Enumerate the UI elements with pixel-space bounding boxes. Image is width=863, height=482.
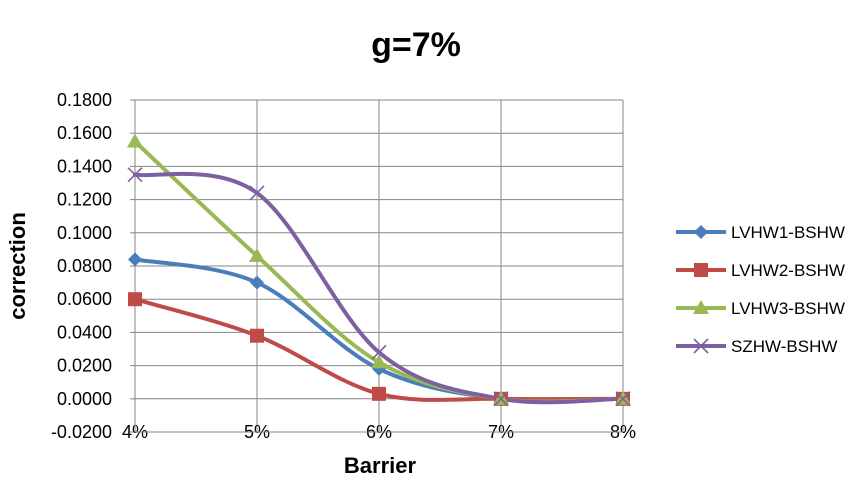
y-tick-label: 0.0800 xyxy=(57,256,112,276)
y-tick-label: 0.0200 xyxy=(57,356,112,376)
legend-marker xyxy=(693,338,709,354)
legend-marker xyxy=(694,263,708,277)
series-group xyxy=(127,133,631,407)
legend-item: LVHW2-BSHW xyxy=(676,261,845,280)
y-tick-label: 0.0600 xyxy=(57,289,112,309)
legend-label: LVHW3-BSHW xyxy=(731,299,845,318)
y-tick-label: 0.1600 xyxy=(57,123,112,143)
legend-item: LVHW3-BSHW xyxy=(676,299,845,318)
legend-label: LVHW1-BSHW xyxy=(731,223,845,242)
chart-title: g=7% xyxy=(371,26,461,64)
data-point xyxy=(615,391,631,407)
data-point xyxy=(493,391,509,407)
y-tick-label: 0.1800 xyxy=(57,90,112,110)
axes: 0.1800 0.1600 0.1400 0.1200 0.1000 0.0800 0.06… xyxy=(51,90,636,442)
data-point xyxy=(250,275,264,290)
data-point xyxy=(249,248,265,263)
y-axis-title: correction xyxy=(5,212,30,320)
data-point xyxy=(371,344,387,360)
legend-label: SZHW-BSHW xyxy=(731,337,837,356)
legend-item: LVHW1-BSHW xyxy=(676,223,845,242)
legend-marker xyxy=(693,300,709,314)
data-point xyxy=(371,354,387,369)
legend-item: SZHW-BSHW xyxy=(676,337,837,356)
legend-label: LVHW2-BSHW xyxy=(731,261,845,280)
y-tick-label: -0.0200 xyxy=(51,422,112,442)
data-point xyxy=(250,328,264,343)
data-point xyxy=(372,386,386,401)
data-point xyxy=(249,185,265,201)
data-point xyxy=(128,252,142,267)
data-point xyxy=(127,133,143,148)
grid xyxy=(134,99,624,433)
data-point xyxy=(127,167,143,183)
x-axis-title: Barrier xyxy=(344,453,417,477)
legend: LVHW1-BSHW LVHW2-BSHW LVHW3-BSHW SZHW-BSHW xyxy=(676,223,845,356)
y-tick-label: 0.1400 xyxy=(57,156,112,176)
legend-marker xyxy=(694,225,708,239)
y-tick-label: 0.0000 xyxy=(57,389,112,409)
y-tick-label: 0.1000 xyxy=(57,223,112,243)
y-tick-label: 0.0400 xyxy=(57,322,112,342)
data-point xyxy=(128,292,142,307)
y-tick-label: 0.1200 xyxy=(57,190,112,210)
